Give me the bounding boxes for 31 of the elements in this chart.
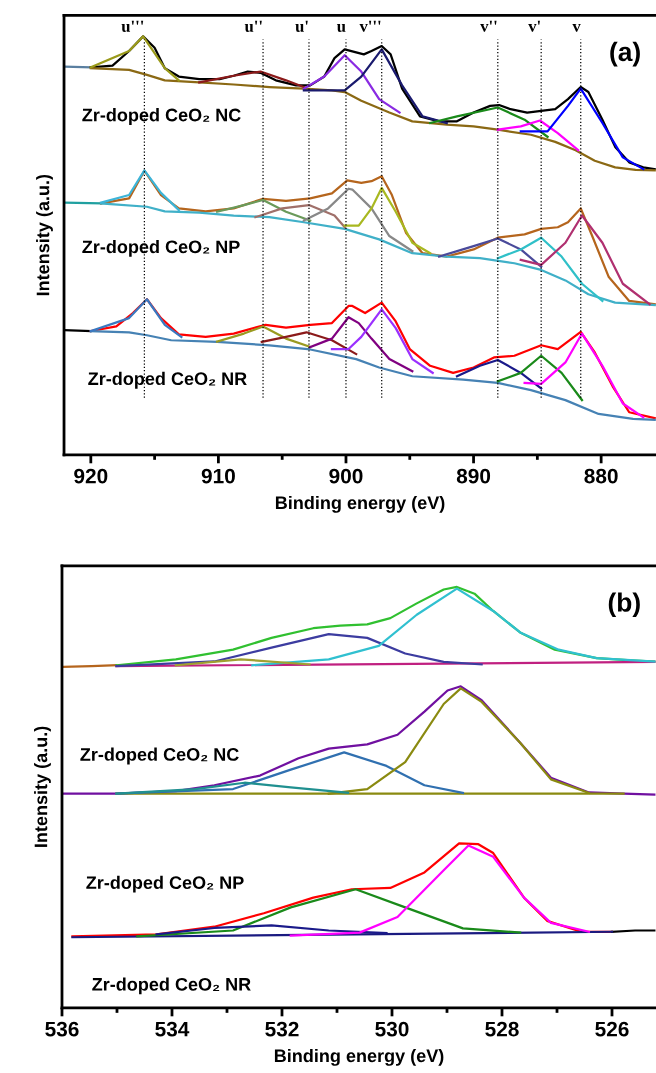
annotation: Zr-doped CeO₂ NP bbox=[86, 875, 244, 893]
ref-line-label: v' bbox=[528, 20, 540, 32]
ref-line-label: u' bbox=[295, 20, 308, 32]
ref-line-label: u''' bbox=[121, 20, 144, 32]
annotation: Zr-doped CeO₂ NC bbox=[82, 108, 241, 125]
chart-title: (b) bbox=[608, 592, 640, 618]
ref-line-label: v''' bbox=[359, 20, 381, 32]
x-tick-label: 532 bbox=[265, 1021, 299, 1037]
annotation: Zr-doped CeO₂ NP bbox=[82, 239, 240, 257]
y-axis-title: Intensity (a.u.) bbox=[36, 174, 53, 296]
x-tick-label: 910 bbox=[201, 468, 235, 484]
x-tick-label: 880 bbox=[584, 468, 618, 484]
annotation: Zr-doped CeO₂ NR bbox=[88, 371, 247, 389]
x-axis-title: Binding energy (eV) bbox=[274, 1048, 444, 1066]
x-tick-label: 536 bbox=[45, 1021, 79, 1037]
chart-title: (a) bbox=[610, 41, 640, 67]
x-tick-label: 526 bbox=[595, 1021, 629, 1037]
x-tick-label: 534 bbox=[155, 1021, 190, 1037]
x-tick-label: 530 bbox=[375, 1021, 409, 1037]
y-axis-title: Intensity (a.u.) bbox=[34, 726, 51, 847]
ref-line-label: u bbox=[336, 24, 346, 32]
annotation: Zr-doped CeO₂ NC bbox=[80, 747, 239, 765]
x-tick-label: 920 bbox=[74, 468, 108, 484]
x-tick-label: 900 bbox=[329, 468, 363, 484]
x-tick-label: 890 bbox=[456, 468, 491, 484]
ref-line-label: v'' bbox=[480, 20, 497, 32]
annotation: Zr-doped CeO₂ NR bbox=[92, 977, 251, 995]
x-tick-label: 528 bbox=[485, 1021, 519, 1037]
ref-line-label: v bbox=[572, 24, 581, 32]
x-axis-title: Binding energy (eV) bbox=[275, 495, 445, 513]
ref-line-label: u'' bbox=[244, 20, 262, 32]
